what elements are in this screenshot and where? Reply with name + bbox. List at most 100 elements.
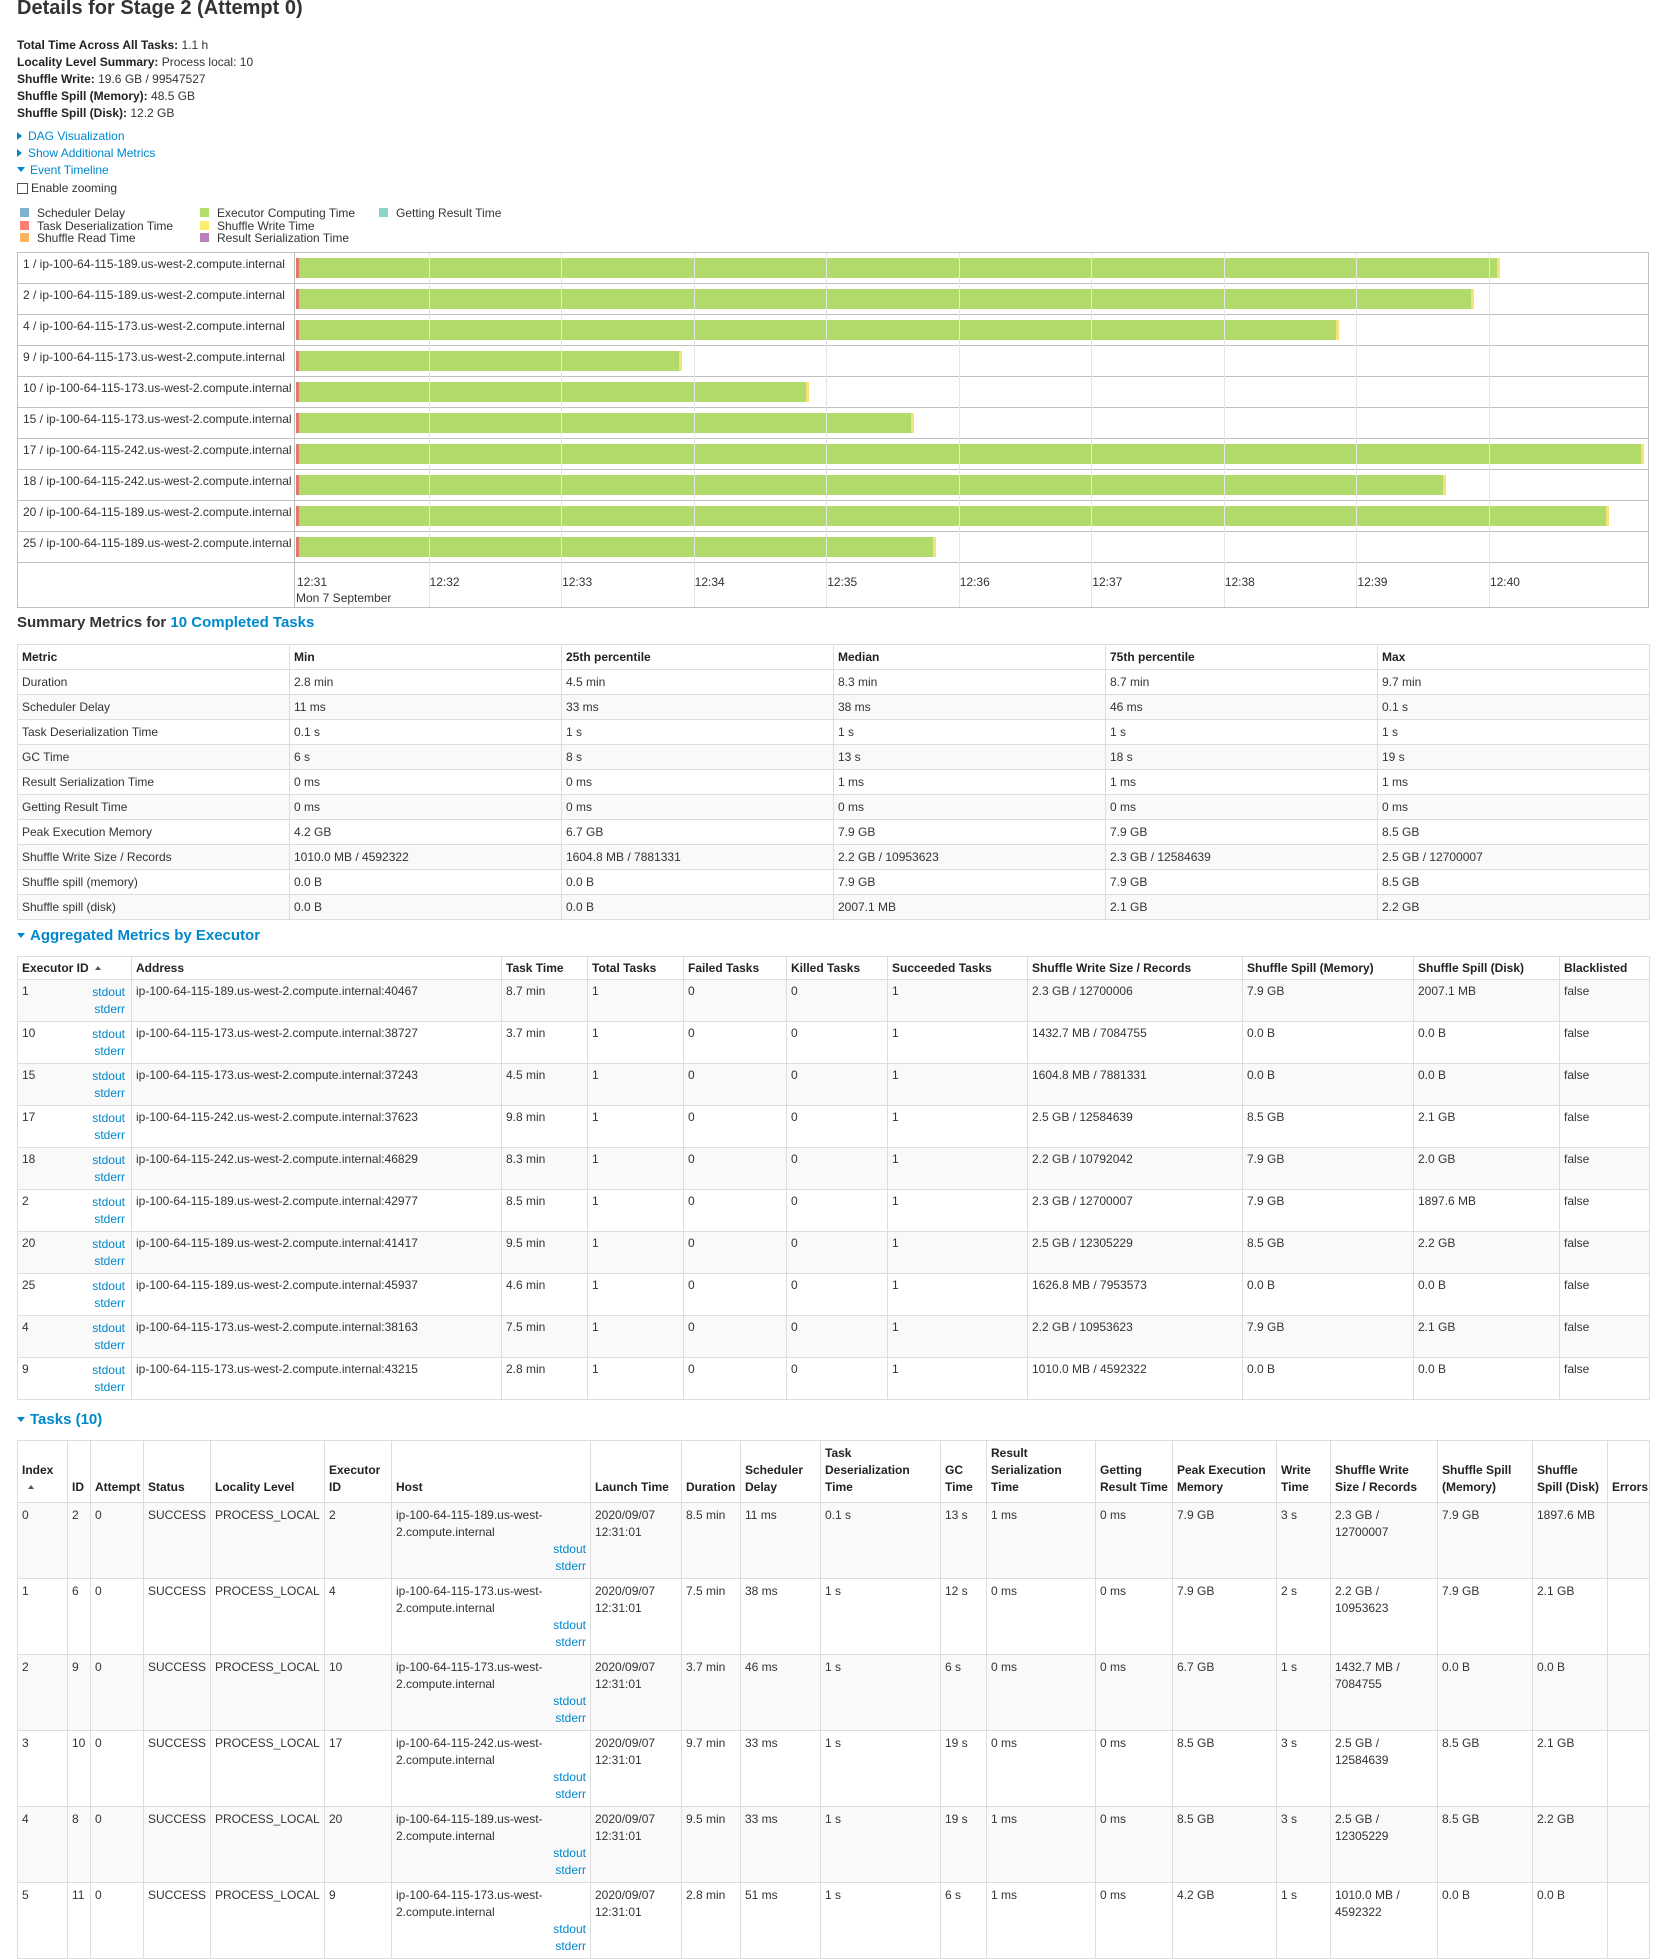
stderr-link[interactable]: stderr xyxy=(555,1635,586,1649)
stderr-link[interactable]: stderr xyxy=(94,1338,125,1352)
stdout-link[interactable]: stdout xyxy=(92,1069,125,1083)
stdout-link[interactable]: stdout xyxy=(92,1027,125,1041)
executor-header-cell[interactable]: Shuffle Spill (Memory) xyxy=(1242,956,1414,980)
executor-header-cell[interactable]: Shuffle Spill (Disk) xyxy=(1413,956,1560,980)
stdout-link[interactable]: stdout xyxy=(553,1542,586,1556)
stderr-link[interactable]: stderr xyxy=(555,1711,586,1725)
stderr-link[interactable]: stderr xyxy=(94,1002,125,1016)
task-bar[interactable] xyxy=(296,537,937,557)
executor-header-cell[interactable]: Failed Tasks xyxy=(683,956,787,980)
task-header-cell[interactable]: Locality Level xyxy=(210,1440,325,1503)
task-header-cell[interactable]: Result Serialization Time xyxy=(986,1440,1096,1503)
task-header-cell[interactable]: Shuffle Spill (Memory) xyxy=(1437,1440,1533,1503)
task-header-cell[interactable]: Write Time xyxy=(1276,1440,1331,1503)
stderr-link[interactable]: stderr xyxy=(94,1128,125,1142)
task-header-cell[interactable]: Getting Result Time xyxy=(1095,1440,1173,1503)
show-additional-metrics-toggle[interactable]: Show Additional Metrics xyxy=(17,145,155,162)
summary-header-cell[interactable]: Max xyxy=(1377,644,1650,670)
task-bar-deserialization xyxy=(296,320,299,340)
stderr-link[interactable]: stderr xyxy=(94,1254,125,1268)
stdout-link[interactable]: stdout xyxy=(92,1153,125,1167)
task-bar[interactable] xyxy=(296,444,1645,464)
timeline-row: 2 / ip-100-64-115-189.us-west-2.compute.… xyxy=(18,284,1648,315)
task-header-cell[interactable]: Executor ID xyxy=(324,1440,392,1503)
stderr-link[interactable]: stderr xyxy=(94,1212,125,1226)
summary-shuffle-write: Shuffle Write: 19.6 GB / 99547527 xyxy=(17,72,206,86)
stderr-link[interactable]: stderr xyxy=(94,1296,125,1310)
summary-header-cell[interactable]: 25th percentile xyxy=(561,644,834,670)
aggregated-metrics-toggle[interactable]: Aggregated Metrics by Executor xyxy=(17,927,260,944)
task-header-cell[interactable]: ID xyxy=(67,1440,91,1503)
task-cell: PROCESS_LOCAL xyxy=(210,1502,325,1579)
completed-tasks-link[interactable]: 10 Completed Tasks xyxy=(170,614,315,631)
stdout-link[interactable]: stdout xyxy=(553,1846,586,1860)
task-bar-shuffle-write xyxy=(1471,289,1474,309)
task-bar[interactable] xyxy=(296,320,1340,340)
stdout-link[interactable]: stdout xyxy=(92,1111,125,1125)
task-header-cell[interactable]: Peak Execution Memory xyxy=(1172,1440,1277,1503)
event-timeline[interactable]: 1 / ip-100-64-115-189.us-west-2.compute.… xyxy=(17,252,1649,608)
executor-header-cell[interactable]: Address xyxy=(131,956,502,980)
stderr-link[interactable]: stderr xyxy=(94,1086,125,1100)
task-header-cell[interactable]: Duration xyxy=(681,1440,741,1503)
stdout-link[interactable]: stdout xyxy=(92,1321,125,1335)
executor-header-cell[interactable]: Total Tasks xyxy=(587,956,684,980)
task-header-cell[interactable]: Errors xyxy=(1607,1440,1650,1503)
stdout-link[interactable]: stdout xyxy=(553,1694,586,1708)
stdout-link[interactable]: stdout xyxy=(553,1770,586,1784)
timeline-tick-label: 12:40 xyxy=(1489,575,1520,589)
executor-header-cell[interactable]: Succeeded Tasks xyxy=(887,956,1028,980)
task-bar[interactable] xyxy=(296,258,1501,278)
stderr-link[interactable]: stderr xyxy=(94,1044,125,1058)
task-bar[interactable] xyxy=(296,506,1610,526)
task-bar[interactable] xyxy=(296,289,1475,309)
task-cell: 13 s xyxy=(940,1502,987,1579)
task-header-cell[interactable]: Index xyxy=(17,1440,68,1503)
task-header-cell[interactable]: Attempt xyxy=(90,1440,144,1503)
task-cell: 0 xyxy=(90,1502,144,1579)
dag-visualization-toggle[interactable]: DAG Visualization xyxy=(17,128,125,145)
task-header-cell[interactable]: Scheduler Delay xyxy=(740,1440,821,1503)
stderr-link[interactable]: stderr xyxy=(555,1559,586,1573)
stdout-link[interactable]: stdout xyxy=(92,985,125,999)
stdout-link[interactable]: stdout xyxy=(92,1195,125,1209)
summary-header-cell[interactable]: 75th percentile xyxy=(1105,644,1378,670)
executor-header-cell[interactable]: Blacklisted xyxy=(1559,956,1650,980)
stdout-link[interactable]: stdout xyxy=(553,1922,586,1936)
task-bar[interactable] xyxy=(296,351,683,371)
metric-value: 8.7 min xyxy=(1105,669,1378,695)
tasks-toggle[interactable]: Tasks (10) xyxy=(17,1411,102,1428)
stdout-link[interactable]: stdout xyxy=(553,1618,586,1632)
enable-zooming-checkbox[interactable] xyxy=(17,183,28,194)
task-header-cell[interactable]: Status xyxy=(143,1440,211,1503)
stderr-link[interactable]: stderr xyxy=(555,1939,586,1953)
task-header-cell[interactable]: Task Deserialization Time xyxy=(820,1440,941,1503)
executor-header-cell[interactable]: Task Time xyxy=(501,956,588,980)
executor-header-cell[interactable]: Executor ID xyxy=(17,956,132,980)
stdout-link[interactable]: stdout xyxy=(92,1279,125,1293)
task-header-cell[interactable]: Host xyxy=(391,1440,591,1503)
executor-header-cell[interactable]: Killed Tasks xyxy=(786,956,888,980)
timeline-executor-label: 15 / ip-100-64-115-173.us-west-2.compute… xyxy=(23,412,292,426)
summary-header-cell[interactable]: Metric xyxy=(17,644,290,670)
stdout-link[interactable]: stdout xyxy=(92,1237,125,1251)
stdout-link[interactable]: stdout xyxy=(92,1363,125,1377)
stderr-link[interactable]: stderr xyxy=(94,1170,125,1184)
timeline-row: 25 / ip-100-64-115-189.us-west-2.compute… xyxy=(18,532,1648,563)
event-timeline-toggle[interactable]: Event Timeline xyxy=(17,162,109,179)
task-header-cell[interactable]: Launch Time xyxy=(590,1440,682,1503)
stderr-link[interactable]: stderr xyxy=(555,1863,586,1877)
enable-zooming-row[interactable]: Enable zooming xyxy=(17,180,117,197)
executor-cell: ip-100-64-115-242.us-west-2.compute.inte… xyxy=(131,1147,502,1190)
task-bar[interactable] xyxy=(296,475,1447,495)
task-bar[interactable] xyxy=(296,413,915,433)
summary-header-cell[interactable]: Min xyxy=(289,644,562,670)
summary-header-cell[interactable]: Median xyxy=(833,644,1106,670)
task-header-cell[interactable]: Shuffle Write Size / Records xyxy=(1330,1440,1438,1503)
task-header-cell[interactable]: GC Time xyxy=(940,1440,987,1503)
stderr-link[interactable]: stderr xyxy=(94,1380,125,1394)
stderr-link[interactable]: stderr xyxy=(555,1787,586,1801)
task-header-cell[interactable]: Shuffle Spill (Disk) xyxy=(1532,1440,1608,1503)
task-bar[interactable] xyxy=(296,382,810,402)
executor-header-cell[interactable]: Shuffle Write Size / Records xyxy=(1027,956,1243,980)
